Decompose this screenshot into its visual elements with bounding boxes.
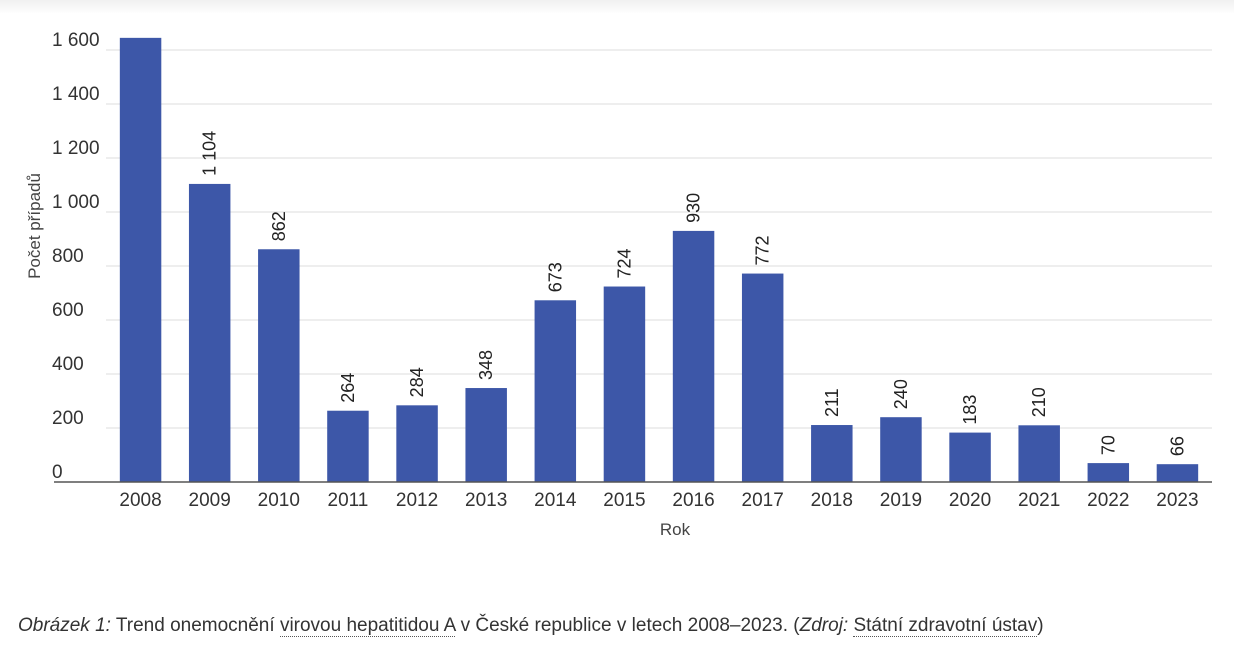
x-tick-label: 2015 bbox=[603, 490, 645, 511]
data-label: 211 bbox=[822, 388, 842, 417]
data-label: 930 bbox=[684, 193, 704, 223]
bar-2011 bbox=[327, 410, 369, 482]
figure-caption: Obrázek 1: Trend onemocnění virovou hepa… bbox=[18, 615, 1044, 637]
bar-2009 bbox=[188, 183, 231, 483]
y-axis-ticks: 0 200 400 600 800 1 000 1 200 1 400 1 600 bbox=[52, 30, 100, 483]
x-tick-label: 2021 bbox=[1018, 490, 1060, 511]
x-tick-label: 2019 bbox=[880, 490, 922, 511]
caption-text-1: Trend onemocnění bbox=[110, 615, 280, 636]
x-tick-label: 2022 bbox=[1087, 490, 1129, 511]
data-label: 210 bbox=[1029, 387, 1049, 417]
data-label: 264 bbox=[338, 373, 358, 403]
bar-2018 bbox=[811, 425, 853, 482]
szu-link[interactable]: Státní zdravotní ústav bbox=[853, 615, 1038, 637]
x-tick-label: 2014 bbox=[534, 490, 577, 511]
y-axis-title: Počet případů bbox=[25, 173, 44, 279]
data-label: 673 bbox=[545, 262, 565, 292]
data-label: 240 bbox=[891, 379, 911, 409]
caption-closing: ) bbox=[1037, 615, 1044, 636]
data-label: 183 bbox=[960, 395, 980, 425]
bar-2017 bbox=[741, 273, 784, 482]
bar-2023 bbox=[1156, 464, 1199, 482]
x-tick-label: 2010 bbox=[258, 490, 300, 511]
y-tick-label: 400 bbox=[52, 354, 84, 375]
bar-2012 bbox=[396, 405, 438, 482]
bar-2010 bbox=[258, 249, 300, 482]
top-shade bbox=[0, 0, 1234, 14]
x-tick-label: 2009 bbox=[189, 490, 231, 511]
data-labels: 1 104 862 264 284 348 673 724 930 772 211 240 183 21… bbox=[200, 131, 1188, 456]
y-tick-label: 200 bbox=[52, 408, 84, 429]
y-tick-label: 1 600 bbox=[52, 30, 100, 51]
bar-2019 bbox=[880, 417, 922, 482]
y-tick-label: 1 000 bbox=[52, 192, 100, 213]
bar-2013 bbox=[465, 388, 507, 482]
y-tick-label: 1 200 bbox=[52, 138, 100, 159]
x-tick-label: 2008 bbox=[119, 490, 161, 511]
caption-source-label: Zdroj: bbox=[799, 615, 849, 636]
bar-2014 bbox=[534, 300, 577, 482]
bar-2016 bbox=[672, 230, 715, 482]
bar-2008 bbox=[119, 37, 162, 482]
y-tick-label: 600 bbox=[52, 300, 84, 321]
data-label: 1 104 bbox=[200, 131, 220, 176]
x-tick-label: 2011 bbox=[328, 490, 369, 511]
bar-2021 bbox=[1018, 425, 1060, 482]
bar-2015 bbox=[603, 286, 646, 482]
x-tick-label: 2013 bbox=[465, 490, 507, 511]
y-tick-label: 800 bbox=[52, 246, 84, 267]
bar-2020 bbox=[949, 432, 991, 482]
bars bbox=[119, 37, 1199, 483]
data-label: 862 bbox=[269, 211, 289, 241]
x-tick-label: 2018 bbox=[811, 490, 853, 511]
x-tick-label: 2012 bbox=[396, 490, 438, 511]
x-tick-label: 2023 bbox=[1156, 490, 1198, 511]
data-label: 348 bbox=[476, 350, 496, 380]
data-label: 70 bbox=[1098, 435, 1118, 455]
x-axis-ticks: 2008 2009 2010 2011 2012 2013 2014 2015 2016 2017… bbox=[119, 490, 1198, 511]
hepatitis-a-link[interactable]: virovou hepatitidou A bbox=[279, 615, 456, 637]
data-label: 772 bbox=[753, 236, 773, 266]
caption-label: Obrázek 1: bbox=[18, 615, 111, 636]
bar-chart: 1 104 862 264 284 348 673 724 930 772 211 240 183 21… bbox=[25, 30, 1212, 539]
data-label: 66 bbox=[1167, 436, 1187, 456]
y-tick-label: 1 400 bbox=[52, 84, 100, 105]
data-label: 284 bbox=[407, 367, 427, 397]
grid-lines bbox=[106, 49, 1212, 429]
x-tick-label: 2016 bbox=[672, 490, 714, 511]
x-tick-label: 2017 bbox=[742, 490, 784, 511]
x-tick-label: 2020 bbox=[949, 490, 991, 511]
bar-2022 bbox=[1087, 463, 1130, 482]
data-label: 724 bbox=[614, 248, 634, 278]
x-axis-title: Rok bbox=[660, 520, 691, 539]
y-tick-label: 0 bbox=[52, 462, 63, 483]
caption-text-2: v České republice v letech 2008–2023. ( bbox=[455, 615, 800, 636]
